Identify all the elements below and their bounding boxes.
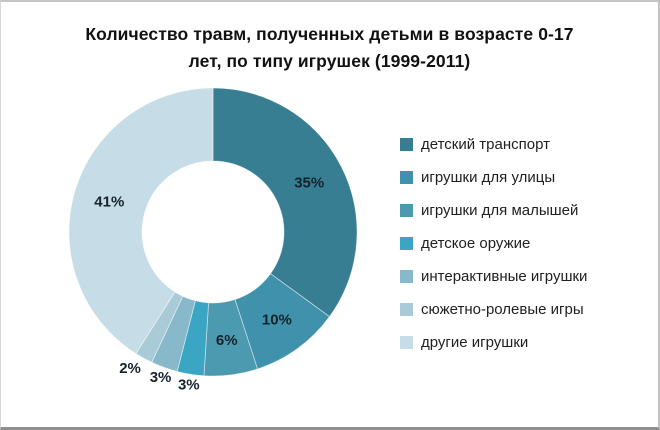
chart-legend: детский транспорт игрушки для улицы игрушк… xyxy=(400,128,587,359)
legend-label: сюжетно-ролевые игры xyxy=(421,301,584,318)
legend-item-0: детский транспорт xyxy=(400,128,587,161)
legend-label: игрушки для улицы xyxy=(421,169,556,186)
legend-item-3: детское оружие xyxy=(400,227,587,260)
pie-slice-6 xyxy=(68,87,214,355)
legend-swatch-icon xyxy=(400,204,413,217)
slice-value-label-6: 41% xyxy=(94,193,124,210)
legend-label: интерактивные игрушки xyxy=(421,268,588,285)
slice-value-label-3: 3% xyxy=(178,376,200,393)
legend-swatch-icon xyxy=(400,336,413,349)
legend-swatch-icon xyxy=(400,270,413,283)
legend-swatch-icon xyxy=(400,138,413,151)
legend-label: детский транспорт xyxy=(421,136,550,153)
pie-slice-0 xyxy=(212,87,358,318)
legend-swatch-icon xyxy=(400,303,413,316)
legend-swatch-icon xyxy=(400,237,413,250)
legend-swatch-icon xyxy=(400,171,413,184)
legend-label: игрушки для малышей xyxy=(421,202,579,219)
legend-item-1: игрушки для улицы xyxy=(400,161,587,194)
legend-item-2: игрушки для малышей xyxy=(400,194,587,227)
legend-item-4: интерактивные игрушки xyxy=(400,260,587,293)
slice-value-label-4: 3% xyxy=(150,369,172,386)
slice-value-label-5: 2% xyxy=(119,360,141,377)
legend-item-5: сюжетно-ролевые игры xyxy=(400,293,587,326)
chart-title-line-1: Количество травм, полученных детьми в во… xyxy=(85,24,574,44)
slice-value-label-1: 10% xyxy=(262,311,292,328)
slice-value-label-2: 6% xyxy=(216,332,238,349)
chart-title: Количество травм, полученных детьми в во… xyxy=(1,21,658,75)
chart-title-line-2: лет, по типу игрушек (1999-2011) xyxy=(188,51,471,71)
legend-item-6: другие игрушки xyxy=(400,326,587,359)
slice-value-label-0: 35% xyxy=(294,174,324,191)
legend-label: детское оружие xyxy=(421,235,531,252)
legend-label: другие игрушки xyxy=(421,334,529,351)
